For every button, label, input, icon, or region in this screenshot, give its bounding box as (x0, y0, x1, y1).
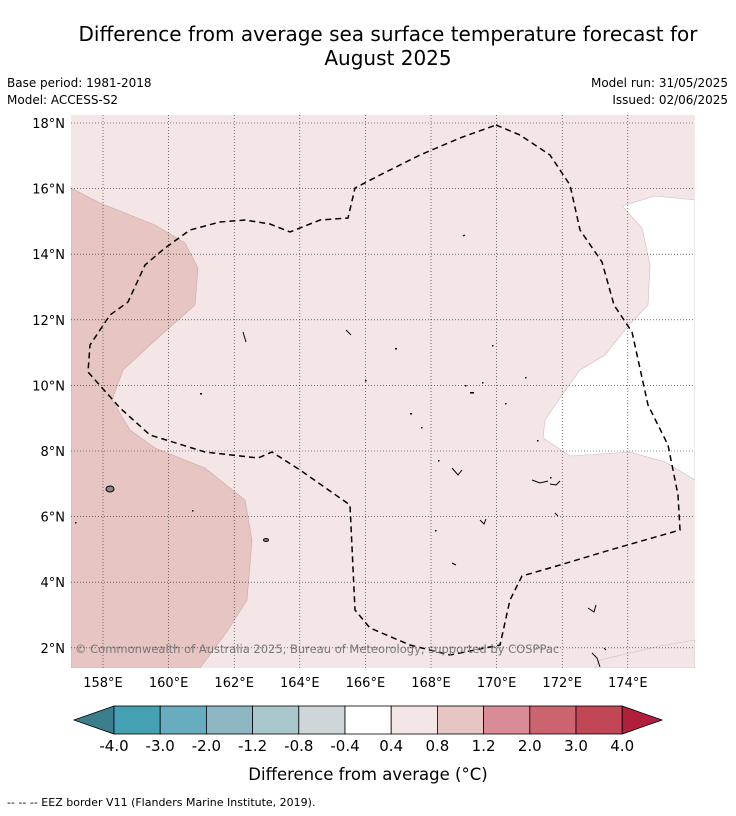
graticule (71, 115, 695, 668)
atoll (75, 522, 77, 524)
latitude-label: 18°N (32, 117, 65, 132)
sst-anomaly-map: © Commonwealth of Australia 2025, Bureau… (32, 115, 695, 784)
longitude-label: 160°E (149, 676, 189, 691)
atoll (505, 403, 507, 405)
colorbar-label: Difference from average (°C) (248, 765, 487, 784)
base-period: Base period: 1981-2018 (7, 76, 152, 90)
atoll (492, 345, 494, 347)
colorbar-tick-label: -1.2 (238, 737, 267, 755)
island (345, 329, 352, 336)
atoll (525, 377, 527, 379)
colorbar-segment (575, 705, 623, 735)
atoll (482, 382, 484, 384)
atoll (550, 477, 552, 479)
colorbar-segment (529, 705, 577, 735)
latitude-label: 8°N (41, 445, 66, 460)
longitude-label: 158°E (83, 676, 123, 691)
colorbar-segment (298, 705, 346, 735)
forecast-info-left: Base period: 1981-2018 Model: ACCESS-S2 (7, 75, 152, 109)
atoll (395, 348, 397, 350)
island (554, 512, 559, 517)
anomaly-fill-neutral (542, 195, 695, 481)
colorbar-segment (113, 705, 161, 735)
colorbar-segment (205, 705, 253, 735)
latitude-label: 2°N (41, 642, 66, 657)
island (105, 485, 115, 493)
longitude-label: 168°E (411, 676, 451, 691)
latitude-label: 10°N (32, 379, 65, 394)
colorbar-segment (390, 705, 438, 735)
map-plot-area (71, 115, 695, 668)
forecast-info-right: Model run: 31/05/2025 Issued: 02/06/2025 (591, 75, 728, 109)
latitude-label: 16°N (32, 183, 65, 198)
eez-legend-note: -- -- -- EEZ border V11 (Flanders Marine… (7, 796, 316, 809)
island (263, 538, 269, 542)
island (462, 234, 466, 237)
atoll (438, 460, 440, 462)
model-name: Model: ACCESS-S2 (7, 93, 119, 107)
colorbar-tick-label: 1.2 (472, 737, 496, 755)
colorbar-tick-label: 0.4 (379, 737, 403, 755)
island (479, 518, 487, 525)
colorbar-tick-label: -2.0 (192, 737, 221, 755)
islands (105, 234, 607, 668)
colorbar-tick-label: -0.4 (330, 737, 359, 755)
issued-date: Issued: 02/06/2025 (612, 93, 728, 107)
colorbar-tick-label: 3.0 (564, 737, 588, 755)
atoll (465, 385, 467, 387)
colorbar-segment (436, 705, 484, 735)
model-run-date: Model run: 31/05/2025 (590, 76, 728, 90)
longitude-labels: 158°E 160°E 162°E 164°E 166°E 168°E 170°E 172°E… (83, 676, 647, 691)
island (451, 467, 463, 476)
island (242, 331, 247, 343)
colorbar-segment (483, 705, 531, 735)
atolls (75, 345, 552, 532)
anomaly-fill-southeast (594, 639, 695, 668)
island (451, 562, 457, 566)
island (549, 480, 561, 486)
atoll (537, 440, 539, 442)
longitude-label: 162°E (214, 676, 254, 691)
atoll (410, 413, 412, 415)
island (587, 604, 597, 613)
colorbar-tick-label: -3.0 (146, 737, 175, 755)
colorbar-over-arrow (621, 705, 664, 735)
longitude-label: 174°E (608, 676, 648, 691)
island (603, 647, 607, 651)
latitude-label: 12°N (32, 314, 65, 329)
colorbar-tick-label: 4.0 (610, 737, 634, 755)
map-title: Difference from average sea surface temp… (40, 22, 736, 70)
atoll (435, 530, 437, 532)
longitude-label: 166°E (346, 676, 386, 691)
anomaly-fill-0.8-1.2 (71, 187, 253, 668)
title-line-2: August 2025 (324, 46, 452, 70)
colorbar-tick-label: 0.8 (425, 737, 449, 755)
atoll (365, 380, 367, 382)
longitude-label: 164°E (280, 676, 320, 691)
longitude-label: 172°E (542, 676, 582, 691)
eez-border (87, 124, 681, 656)
colorbar-tick-label: -4.0 (99, 737, 128, 755)
copyright-notice: © Commonwealth of Australia 2025, Bureau… (75, 642, 559, 656)
colorbar: -4.0 -3.0 -2.0 -1.2 -0.8 -0.4 0.4 0.8 1.2 2.0 3.0 4… (72, 705, 664, 755)
title-line-1: Difference from average sea surface temp… (78, 22, 698, 46)
latitude-label: 6°N (41, 511, 66, 526)
colorbar-under-arrow (72, 705, 115, 735)
atoll (421, 427, 423, 429)
colorbar-segment (344, 705, 392, 735)
colorbar-tick-label: -0.8 (284, 737, 313, 755)
island (591, 652, 601, 668)
colorbar-segment (252, 705, 300, 735)
atoll (192, 510, 194, 512)
atoll (200, 393, 202, 395)
longitude-label: 170°E (477, 676, 517, 691)
latitude-label: 4°N (41, 576, 66, 591)
island (531, 479, 549, 484)
colorbar-segment (159, 705, 207, 735)
latitude-labels: 18°N 16°N 14°N 12°N 10°N 8°N 6°N 4°N 2°N (32, 117, 65, 657)
colorbar-tick-label: 2.0 (518, 737, 542, 755)
latitude-label: 14°N (32, 248, 65, 263)
atoll (470, 392, 474, 394)
